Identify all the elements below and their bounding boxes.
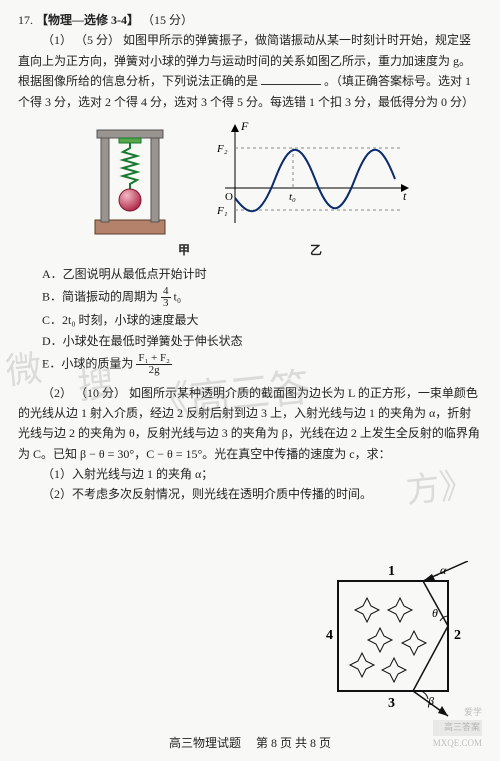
part2-text: （2） （10 分） 如图所示某种透明介质的截面图为边长为 L 的正方形，一束单… [18, 383, 482, 465]
svg-text:α: α [440, 563, 447, 577]
figure-captions: 甲 乙 [18, 240, 482, 260]
tick-F1: F₁ [216, 205, 228, 217]
caption-jia: 甲 [178, 240, 190, 260]
part2-q2: （2）不考虑多次反射情况，则光线在透明介质中传播的时间。 [18, 484, 482, 504]
figure-yi: F t O F₂ F₁ t₀ [205, 118, 415, 238]
option-A: A．乙图说明从最低点开始计时 [42, 264, 482, 284]
tick-t0: t₀ [289, 191, 296, 203]
svg-text:4: 4 [326, 628, 333, 643]
figure-row: F t O F₂ F₁ t₀ [18, 118, 482, 238]
axis-F-label: F [240, 119, 249, 133]
module-label: 【物理—选修 3-4】 [36, 13, 139, 27]
origin-label: O [225, 191, 233, 203]
answer-blank [261, 74, 321, 85]
footer-subject: 高三物理试题 [169, 736, 241, 750]
part2-label: （2） [42, 386, 72, 400]
option-E-pre: E．小球的质量为 [42, 356, 133, 370]
page-footer: 高三物理试题 第 8 页 共 8 页 [0, 733, 500, 753]
tick-F2: F₂ [216, 143, 228, 155]
caption-yi: 乙 [310, 240, 322, 260]
option-C: C．2t₀ 时刻，小球的速度最大 [42, 310, 482, 330]
option-B: B．简谐振动的周期为 4 3 t₀ [42, 286, 482, 309]
part2-q1: （1）入射光线与边 1 的夹角 α； [18, 464, 482, 484]
svg-text:3: 3 [388, 696, 395, 711]
part1-text: （1） （5 分） 如图甲所示的弹簧振子，做简谐振动从某一时刻计时开始，规定竖直… [18, 30, 482, 112]
total-points: （15 分） [142, 13, 193, 27]
svg-text:1: 1 [388, 564, 395, 579]
part1-label: （1） [42, 33, 72, 47]
axis-t-label: t [403, 189, 407, 203]
q-number: 17. [18, 13, 33, 27]
option-E: E．小球的质量为 F₁ + F₂ 2g [42, 353, 482, 376]
option-B-pre: B．简谐振动的周期为 [42, 289, 158, 303]
question-header: 17. 【物理—选修 3-4】 （15 分） [18, 10, 482, 30]
part1-points: （5 分） [75, 33, 120, 47]
svg-text:2: 2 [454, 628, 461, 643]
option-D: D．小球处在最低时弹簧处于伸长状态 [42, 331, 482, 351]
svg-text:θ: θ [432, 606, 438, 620]
options-block: A．乙图说明从最低点开始计时 B．简谐振动的周期为 4 3 t₀ C．2t₀ 时… [42, 264, 482, 375]
option-E-frac: F₁ + F₂ 2g [136, 353, 172, 376]
footer-page: 第 8 页 共 8 页 [256, 736, 331, 750]
option-B-frac: 4 3 [161, 286, 171, 309]
figure-jia [85, 118, 175, 238]
option-B-post: t₀ [174, 289, 182, 303]
part2-points: （10 分） [75, 386, 126, 400]
square-figure: 1 2 3 4 α θ β [318, 561, 478, 721]
